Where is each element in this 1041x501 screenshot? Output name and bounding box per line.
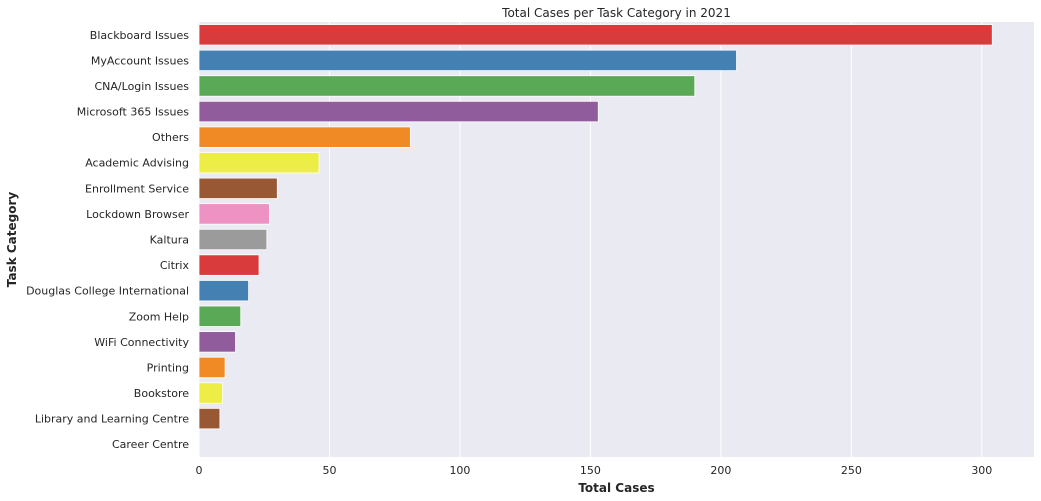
bar <box>198 305 242 327</box>
bar <box>198 280 249 302</box>
y-tick-label: Blackboard Issues <box>90 29 189 42</box>
bar <box>198 24 993 46</box>
chart-title: Total Cases per Task Category in 2021 <box>501 6 731 20</box>
x-tick-label: 150 <box>580 464 601 477</box>
bar <box>198 254 260 276</box>
bar <box>198 152 320 174</box>
bar <box>198 49 737 72</box>
x-axis-title: Total Cases <box>578 481 654 495</box>
bars <box>198 24 993 430</box>
bar <box>198 75 696 97</box>
bar <box>198 356 226 379</box>
x-tick-label: 50 <box>322 464 336 477</box>
x-tick-label: 0 <box>196 464 203 477</box>
y-tick-label: Bookstore <box>134 387 189 400</box>
y-tick-label: Library and Learning Centre <box>35 413 189 426</box>
bar <box>198 100 599 123</box>
y-axis-title: Task Category <box>5 192 19 288</box>
y-tick-label: Others <box>152 131 189 144</box>
bar <box>198 177 278 199</box>
y-tick-label: Microsoft 365 Issues <box>77 106 189 119</box>
bar <box>198 126 411 148</box>
x-tick-labels: 0 50 100 150 200 250 300 <box>196 464 993 477</box>
bar <box>198 228 268 251</box>
x-tick-label: 250 <box>841 464 862 477</box>
y-tick-label: Citrix <box>160 259 190 272</box>
x-tick-label: 200 <box>710 464 731 477</box>
y-tick-label: Douglas College International <box>26 285 189 298</box>
y-tick-label: Enrollment Service <box>85 182 189 195</box>
y-tick-label: Zoom Help <box>129 310 189 323</box>
y-tick-label: Lockdown Browser <box>86 208 189 221</box>
bar <box>198 331 236 353</box>
x-tick-label: 100 <box>449 464 470 477</box>
y-tick-label: Academic Advising <box>85 157 189 170</box>
bar <box>198 382 223 404</box>
y-tick-labels: Blackboard Issues MyAccount Issues CNA/Log… <box>26 29 189 451</box>
x-tick-label: 300 <box>971 464 992 477</box>
y-tick-label: WiFi Connectivity <box>94 336 189 349</box>
bar <box>198 203 270 225</box>
y-tick-label: CNA/Login Issues <box>95 80 190 93</box>
y-tick-label: MyAccount Issues <box>91 54 189 67</box>
bar <box>198 407 221 430</box>
y-tick-label: Career Centre <box>112 438 189 451</box>
y-tick-label: Kaltura <box>150 234 189 247</box>
y-tick-label: Printing <box>147 361 189 374</box>
